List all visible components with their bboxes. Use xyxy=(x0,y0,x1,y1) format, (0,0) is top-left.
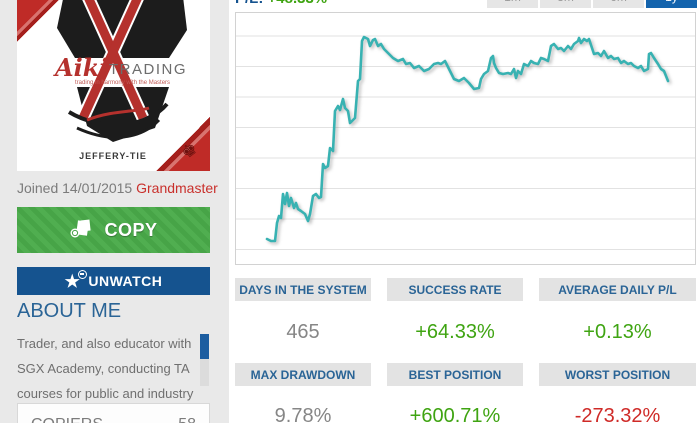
pl-label: P/L: xyxy=(235,0,263,7)
chess-king-icon: ♚ xyxy=(177,138,201,163)
stat-header: DAYS IN THE SYSTEM xyxy=(235,278,371,301)
rank-badge: Grandmaster xyxy=(136,180,218,196)
logo-brand-caps: TRADING xyxy=(109,61,187,78)
stat-value: +600.71% xyxy=(409,404,501,423)
stat-header: AVERAGE DAILY P/L xyxy=(539,278,696,301)
grandmaster-ribbon-icon: ♚ xyxy=(156,117,210,171)
unwatch-button[interactable]: ★ UNWATCH xyxy=(17,267,210,295)
about-scrollbar-thumb[interactable] xyxy=(200,334,209,359)
stat-value: +64.33% xyxy=(415,320,495,343)
range-button-3m[interactable]: 3m xyxy=(540,0,591,8)
about-scrollbar[interactable] xyxy=(200,334,209,386)
pl-value: +48.33% xyxy=(268,0,328,7)
logo-tagline: trading in harmony with the Masters xyxy=(75,80,170,86)
stats-grid: DAYS IN THE SYSTEM SUCCESS RATE AVERAGE … xyxy=(235,278,696,423)
stat-value: -273.32% xyxy=(574,404,661,423)
range-button-1m[interactable]: 1m xyxy=(487,0,538,8)
pl-chart xyxy=(236,35,695,250)
stat-value: 465 xyxy=(286,320,320,343)
logo-brand-script: Aiki xyxy=(53,53,108,82)
performance-panel: P/L: +48.33% 1m 3m 6m 1y DAYS IN THE SYS… xyxy=(229,0,700,423)
copiers-count: 58 xyxy=(178,416,196,423)
trader-logo-image: Aiki TRADING trading in harmony with the… xyxy=(53,0,187,161)
range-button-1y[interactable]: 1y xyxy=(646,0,697,8)
avatar: Aiki TRADING trading in harmony with the… xyxy=(17,0,210,171)
minus-badge-icon xyxy=(78,269,88,279)
joined-line: Joined 14/01/2015 Grandmaster xyxy=(17,180,218,196)
about-me-heading: ABOUT ME xyxy=(17,300,122,322)
stat-header: BEST POSITION xyxy=(387,363,523,386)
joined-date: Joined 14/01/2015 xyxy=(17,180,133,196)
stat-header: MAX DRAWDOWN xyxy=(235,363,371,386)
stat-header: SUCCESS RATE xyxy=(387,278,523,301)
copiers-stat-box: COPIERS 58 xyxy=(17,403,210,423)
time-range-selector: 1m 3m 6m 1y xyxy=(487,0,697,8)
copiers-label: COPIERS xyxy=(31,416,103,423)
unwatch-star-icon: ★ xyxy=(65,269,88,290)
about-line: Trader, and also educator with xyxy=(17,336,192,351)
about-line: SGX Academy, conducting TA xyxy=(17,361,190,376)
pl-summary: P/L: +48.33% xyxy=(235,0,327,7)
stat-value: +0.13% xyxy=(583,320,652,343)
unwatch-button-label: UNWATCH xyxy=(88,273,163,289)
copy-button[interactable]: COPY xyxy=(17,207,210,253)
about-line: courses for public and industry xyxy=(17,386,194,401)
stat-value: 9.78% xyxy=(274,404,332,423)
copy-button-label: COPY xyxy=(104,219,158,240)
stat-header: WORST POSITION xyxy=(539,363,696,386)
copy-icon xyxy=(70,219,92,238)
range-button-6m[interactable]: 6m xyxy=(593,0,644,8)
corner-ribbon-icon xyxy=(17,0,59,42)
about-me-text: Trader, and also educator with SGX Acade… xyxy=(17,331,197,406)
profile-sidebar: Aiki TRADING trading in harmony with the… xyxy=(0,0,229,423)
logo-owner-name: JEFFERY-TIE xyxy=(79,151,147,161)
pl-chart-container xyxy=(235,12,696,265)
